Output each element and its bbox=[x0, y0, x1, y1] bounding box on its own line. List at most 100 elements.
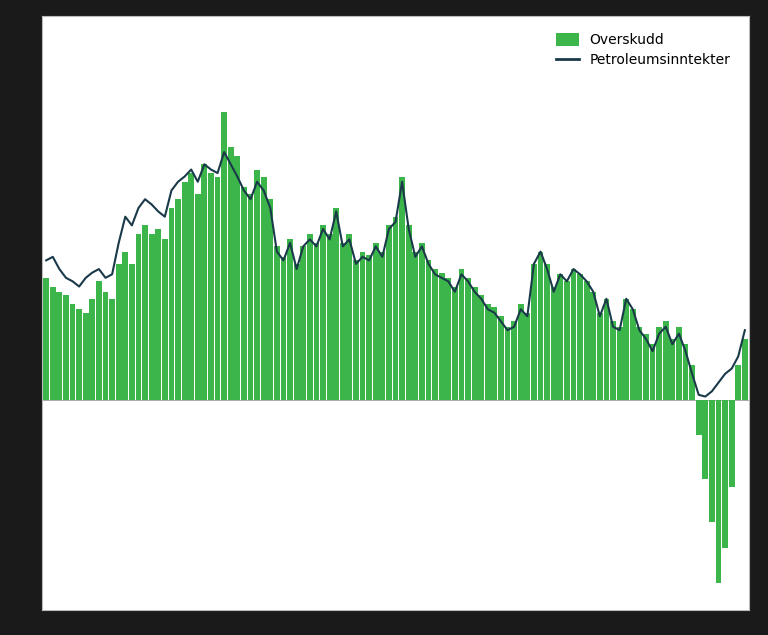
Bar bbox=[300, 246, 306, 400]
Bar bbox=[650, 344, 655, 400]
Bar bbox=[70, 304, 75, 400]
Bar bbox=[320, 225, 326, 400]
Bar bbox=[293, 264, 300, 400]
Bar bbox=[386, 225, 392, 400]
Bar bbox=[545, 264, 550, 400]
Bar bbox=[215, 177, 220, 400]
Bar bbox=[709, 400, 715, 522]
Bar bbox=[287, 239, 293, 400]
Bar bbox=[366, 255, 372, 400]
Bar bbox=[379, 251, 386, 400]
Bar bbox=[610, 321, 616, 400]
Bar bbox=[670, 339, 675, 400]
Bar bbox=[485, 304, 491, 400]
Bar bbox=[149, 234, 154, 400]
Bar bbox=[518, 304, 524, 400]
Bar bbox=[630, 309, 636, 400]
Bar bbox=[742, 339, 748, 400]
Bar bbox=[261, 177, 266, 400]
Bar bbox=[103, 292, 108, 400]
Bar bbox=[465, 278, 471, 400]
Bar bbox=[175, 199, 181, 400]
Bar bbox=[505, 326, 511, 400]
Bar bbox=[716, 400, 721, 584]
Bar bbox=[703, 400, 708, 479]
Bar bbox=[96, 281, 102, 400]
Bar bbox=[241, 187, 247, 400]
Bar bbox=[511, 321, 517, 400]
Bar bbox=[280, 257, 286, 400]
Bar bbox=[57, 292, 62, 400]
Bar bbox=[531, 264, 537, 400]
Bar bbox=[412, 251, 419, 400]
Bar bbox=[346, 234, 353, 400]
Bar bbox=[188, 173, 194, 400]
Bar bbox=[359, 251, 366, 400]
Bar bbox=[333, 208, 339, 400]
Bar bbox=[76, 309, 82, 400]
Bar bbox=[372, 243, 379, 400]
Bar bbox=[228, 147, 233, 400]
Bar bbox=[142, 225, 148, 400]
Bar bbox=[50, 286, 56, 400]
Bar bbox=[637, 326, 642, 400]
Bar bbox=[425, 260, 432, 400]
Bar bbox=[254, 170, 260, 400]
Bar bbox=[399, 177, 405, 400]
Bar bbox=[676, 326, 682, 400]
Bar bbox=[498, 316, 504, 400]
Bar bbox=[201, 164, 207, 400]
Legend: Overskudd, Petroleumsinntekter: Overskudd, Petroleumsinntekter bbox=[552, 29, 735, 71]
Bar bbox=[109, 299, 115, 400]
Bar bbox=[729, 400, 734, 488]
Bar bbox=[445, 278, 451, 400]
Bar bbox=[597, 313, 603, 400]
Bar bbox=[168, 208, 174, 400]
Bar bbox=[208, 173, 214, 400]
Bar bbox=[129, 264, 134, 400]
Bar bbox=[122, 251, 128, 400]
Bar bbox=[136, 234, 141, 400]
Bar bbox=[624, 299, 629, 400]
Bar bbox=[406, 225, 412, 400]
Bar bbox=[353, 260, 359, 400]
Bar bbox=[155, 229, 161, 400]
Bar bbox=[221, 112, 227, 400]
Bar bbox=[392, 217, 399, 400]
Bar bbox=[274, 246, 280, 400]
Bar bbox=[683, 344, 688, 400]
Bar bbox=[722, 400, 728, 549]
Bar bbox=[478, 295, 484, 400]
Bar bbox=[551, 286, 557, 400]
Bar bbox=[584, 281, 590, 400]
Bar bbox=[643, 334, 649, 400]
Bar bbox=[234, 156, 240, 400]
Bar bbox=[458, 269, 465, 400]
Bar bbox=[525, 313, 530, 400]
Bar bbox=[617, 326, 623, 400]
Bar bbox=[195, 194, 200, 400]
Bar bbox=[267, 199, 273, 400]
Bar bbox=[313, 243, 319, 400]
Bar bbox=[63, 295, 69, 400]
Bar bbox=[564, 281, 570, 400]
Bar bbox=[492, 307, 498, 400]
Bar bbox=[689, 365, 695, 400]
Bar bbox=[472, 286, 478, 400]
Bar bbox=[538, 251, 544, 400]
Bar bbox=[735, 365, 741, 400]
Bar bbox=[663, 321, 669, 400]
Bar bbox=[452, 286, 458, 400]
Bar bbox=[657, 326, 662, 400]
Bar bbox=[83, 313, 88, 400]
Bar bbox=[43, 278, 49, 400]
Bar bbox=[604, 299, 609, 400]
Bar bbox=[182, 182, 187, 400]
Bar bbox=[432, 269, 438, 400]
Bar bbox=[591, 292, 596, 400]
Bar bbox=[571, 269, 576, 400]
Bar bbox=[307, 234, 313, 400]
Bar bbox=[696, 400, 702, 435]
Bar bbox=[419, 243, 425, 400]
Bar bbox=[558, 274, 563, 400]
